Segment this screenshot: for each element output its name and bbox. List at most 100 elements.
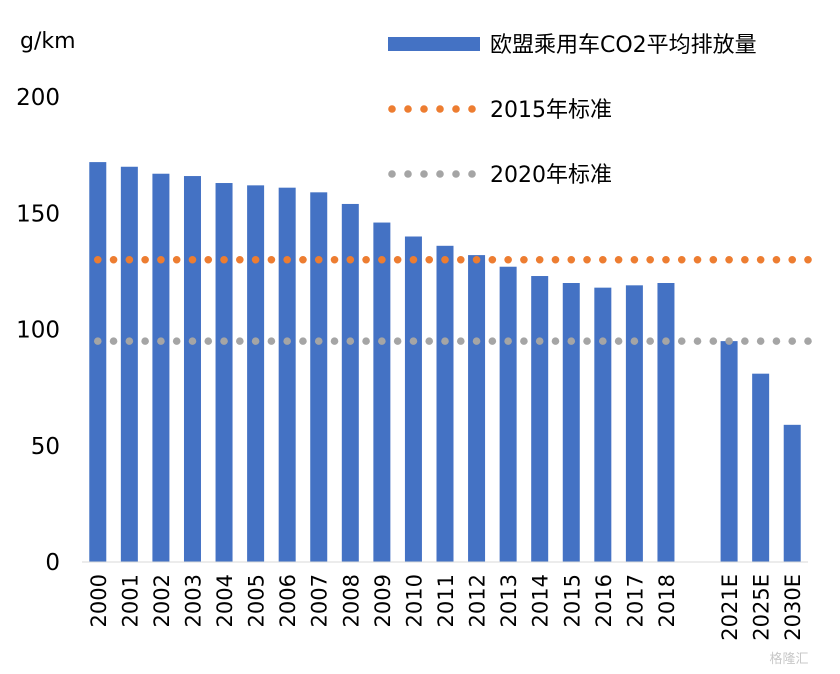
legend-swatch-dot bbox=[404, 105, 412, 113]
reference-line-dot bbox=[141, 337, 149, 345]
reference-line-dot bbox=[299, 337, 307, 345]
x-tick-label: 2011 bbox=[434, 574, 458, 627]
reference-line-dot bbox=[236, 255, 244, 264]
reference-line-dot bbox=[267, 255, 276, 264]
reference-line-dot bbox=[346, 337, 355, 345]
reference-line-dot bbox=[362, 255, 370, 264]
watermark: 格隆汇 bbox=[769, 651, 808, 667]
reference-line-dot bbox=[772, 337, 781, 345]
x-tick-label: 2021E bbox=[718, 574, 742, 641]
reference-line-dot bbox=[141, 255, 149, 264]
legend-label: 2015年标准 bbox=[490, 98, 612, 123]
bar-2014 bbox=[531, 276, 549, 562]
reference-line-dot bbox=[630, 255, 639, 264]
legend-item: 2015年标准 bbox=[388, 98, 612, 123]
legend-swatch-dot bbox=[468, 105, 476, 113]
reference-line-dot bbox=[520, 337, 528, 345]
bar-2009 bbox=[373, 222, 391, 563]
reference-line-dot bbox=[441, 255, 449, 264]
reference-line-dot bbox=[677, 255, 686, 264]
y-tick-label: 200 bbox=[16, 85, 60, 111]
reference-line-dot bbox=[804, 337, 812, 345]
legend-swatch-dot bbox=[452, 170, 460, 178]
bar-2018 bbox=[657, 283, 675, 562]
bar-2007 bbox=[310, 192, 328, 562]
reference-line-dot bbox=[220, 337, 228, 345]
y-tick-label: 100 bbox=[16, 318, 60, 344]
legend-swatch-dot bbox=[420, 170, 428, 178]
reference-line-dot bbox=[456, 255, 465, 264]
legend-swatch-bar bbox=[388, 37, 480, 51]
y-axis-unit: g/km bbox=[20, 29, 76, 54]
reference-line-dot bbox=[425, 255, 434, 264]
bar-2015 bbox=[562, 283, 580, 562]
reference-line-dot bbox=[804, 255, 812, 264]
reference-line-dot bbox=[172, 337, 181, 345]
bar-2002 bbox=[152, 173, 170, 562]
reference-line-dot bbox=[551, 337, 560, 345]
bar-2006 bbox=[278, 187, 296, 563]
reference-line-dot bbox=[314, 337, 323, 345]
reference-line-dot bbox=[204, 337, 213, 345]
reference-line-dot bbox=[409, 255, 418, 264]
reference-line-dot bbox=[125, 337, 134, 345]
reference-line-dot bbox=[330, 337, 339, 345]
x-tick-label: 2006 bbox=[276, 574, 300, 627]
legend-label: 2020年标准 bbox=[490, 163, 612, 188]
reference-line-dot bbox=[283, 255, 291, 264]
reference-line-dot bbox=[330, 255, 339, 264]
x-axis-ticks: 2000 2001 2002 2003 2004 2005 2006 2007 2008 2009… bbox=[87, 574, 805, 641]
reference-line-dot bbox=[188, 337, 197, 345]
x-tick-label: 2009 bbox=[371, 574, 395, 627]
reference-line-dot bbox=[567, 255, 576, 264]
reference-line-dot bbox=[772, 255, 781, 264]
reference-line-dot bbox=[741, 255, 749, 264]
reference-line-dot bbox=[172, 255, 181, 264]
reference-line-dot bbox=[251, 255, 260, 264]
reference-line-dot bbox=[251, 337, 260, 345]
legend-swatch-dot bbox=[420, 105, 428, 113]
reference-line-dot bbox=[662, 255, 670, 264]
legend-swatch-dot bbox=[388, 105, 396, 113]
reference-line-dot bbox=[614, 255, 623, 264]
x-tick-label: 2018 bbox=[655, 574, 679, 627]
reference-line-dot bbox=[109, 337, 118, 345]
bar-2016 bbox=[594, 287, 612, 562]
legend-swatch-dot bbox=[452, 105, 460, 113]
reference-line-dot bbox=[599, 255, 607, 264]
reference-line-dot bbox=[662, 337, 670, 345]
legend-swatch-dot bbox=[388, 170, 396, 178]
x-tick-label: 2010 bbox=[402, 574, 426, 627]
reference-line-dot bbox=[378, 255, 386, 264]
reference-line-dot bbox=[456, 337, 465, 345]
x-tick-label: 2003 bbox=[181, 574, 205, 627]
x-tick-label: 2000 bbox=[87, 574, 111, 627]
legend-swatch-dot bbox=[468, 170, 476, 178]
reference-line-dot bbox=[93, 255, 102, 264]
reference-line-dot bbox=[220, 255, 228, 264]
bar-2003 bbox=[183, 176, 201, 563]
bar-series bbox=[89, 162, 801, 563]
reference-line-dot bbox=[488, 255, 497, 264]
legend-swatch-dot bbox=[436, 105, 444, 113]
reference-line-dot bbox=[204, 255, 213, 264]
reference-line-dot bbox=[157, 255, 165, 264]
reference-line-dot bbox=[393, 255, 402, 264]
reference-line-dot bbox=[299, 255, 307, 264]
bar-2021E bbox=[720, 341, 738, 562]
x-tick-label: 2016 bbox=[592, 574, 616, 627]
reference-line-dot bbox=[472, 255, 481, 264]
bar-2017 bbox=[625, 285, 643, 562]
reference-line-dot bbox=[283, 337, 291, 345]
reference-line-dot bbox=[725, 255, 733, 264]
reference-line-dot bbox=[693, 255, 702, 264]
bar-2012 bbox=[468, 255, 486, 562]
bar-2013 bbox=[499, 266, 517, 562]
reference-line-dot bbox=[504, 255, 512, 264]
x-tick-label: 2015 bbox=[560, 574, 584, 627]
reference-line-dot bbox=[157, 337, 165, 345]
reference-line-dot bbox=[709, 337, 718, 345]
legend-swatch-dot bbox=[436, 170, 444, 178]
x-tick-label: 2017 bbox=[623, 574, 647, 627]
